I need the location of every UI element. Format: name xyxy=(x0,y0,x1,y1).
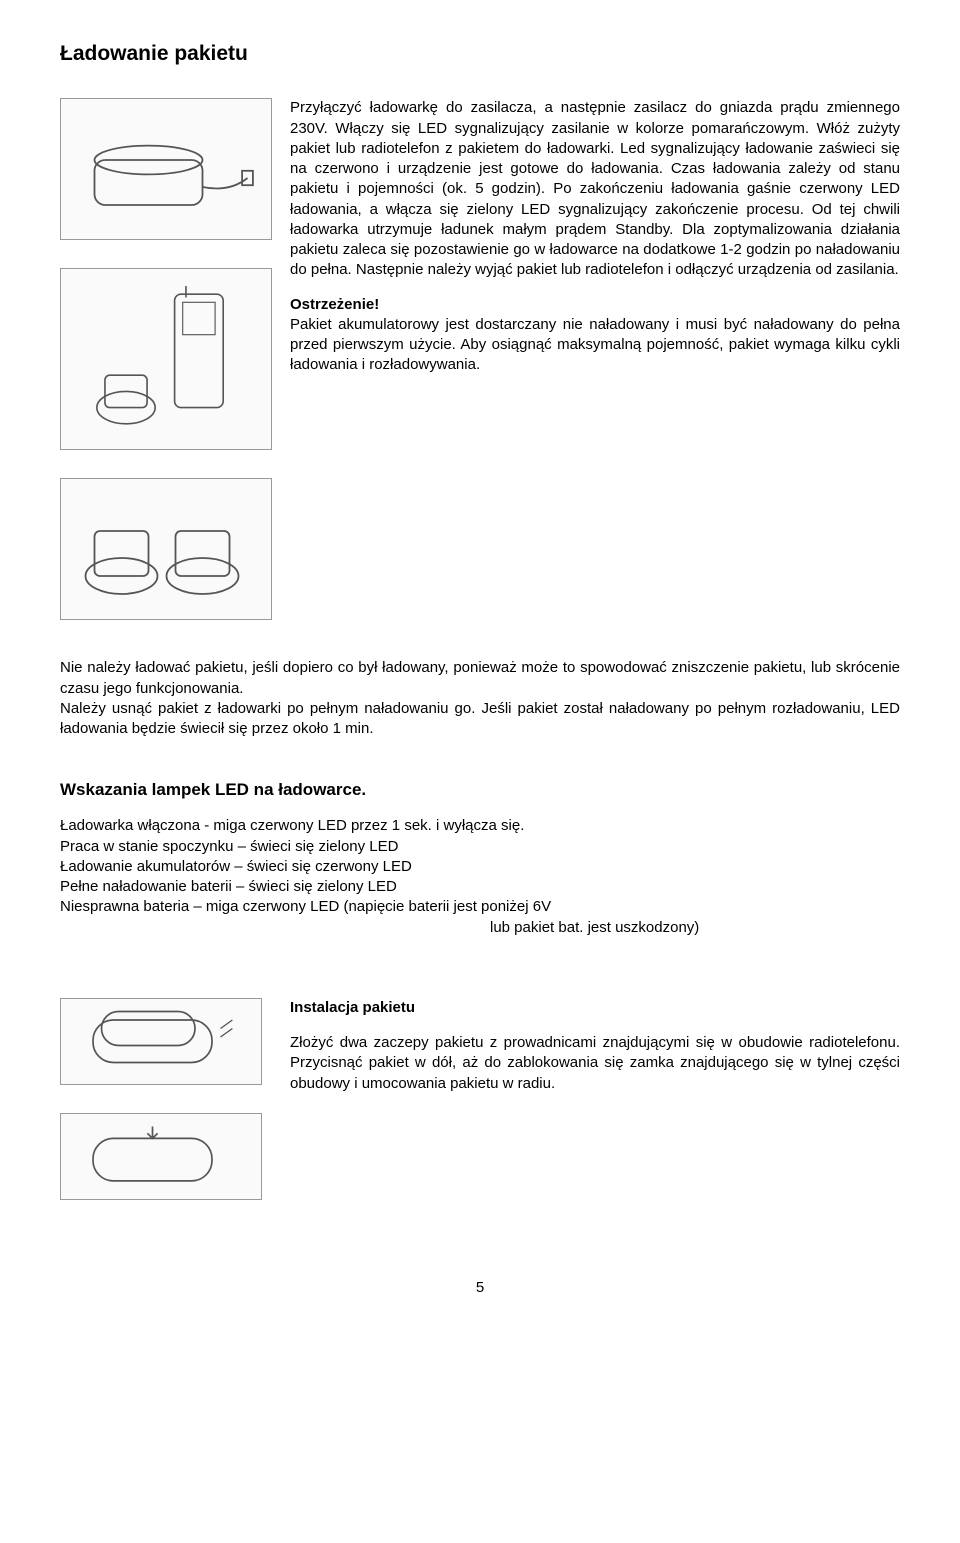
install-text-block: Instalacja pakietu Złożyć dwa zaczepy pa… xyxy=(290,998,900,1094)
battery-install-illustration-2 xyxy=(60,1113,262,1200)
warning-para-2: Nie należy ładować pakietu, jeśli dopier… xyxy=(60,658,900,699)
battery-install-illustration-1 xyxy=(60,998,262,1085)
page-title: Ładowanie pakietu xyxy=(60,40,900,68)
led-line-tail: lub pakiet bat. jest uszkodzony) xyxy=(60,918,900,938)
warning-para-3: Należy usnąć pakiet z ładowarki po pełny… xyxy=(60,699,900,740)
install-paragraph: Złożyć dwa zaczepy pakietu z prowadnicam… xyxy=(290,1033,900,1094)
led-line: Ładowanie akumulatorów – świeci się czer… xyxy=(60,857,900,877)
charging-section: Przyłączyć ładowarkę do zasilacza, a nas… xyxy=(60,98,900,658)
led-heading: Wskazania lampek LED na ładowarce. xyxy=(60,779,900,802)
led-indicator-list: Ładowarka włączona - miga czerwony LED p… xyxy=(60,816,900,938)
led-line: Ładowarka włączona - miga czerwony LED p… xyxy=(60,816,900,836)
page-number: 5 xyxy=(60,1278,900,1298)
warning-continuation: Nie należy ładować pakietu, jeśli dopier… xyxy=(60,658,900,739)
cradles-illustration xyxy=(60,478,272,620)
install-heading: Instalacja pakietu xyxy=(290,998,900,1018)
led-line: Praca w stanie spoczynku – świeci się zi… xyxy=(60,837,900,857)
charger-illustration xyxy=(60,98,272,240)
install-section: Instalacja pakietu Złożyć dwa zaczepy pa… xyxy=(60,998,900,1228)
document-page: Ładowanie pakietu Przyłączyć ładowarkę d… xyxy=(60,40,900,1298)
led-line: Pełne naładowanie baterii – świeci się z… xyxy=(60,877,900,897)
led-line: Niesprawna bateria – miga czerwony LED (… xyxy=(60,897,900,917)
radio-in-charger-illustration xyxy=(60,268,272,450)
